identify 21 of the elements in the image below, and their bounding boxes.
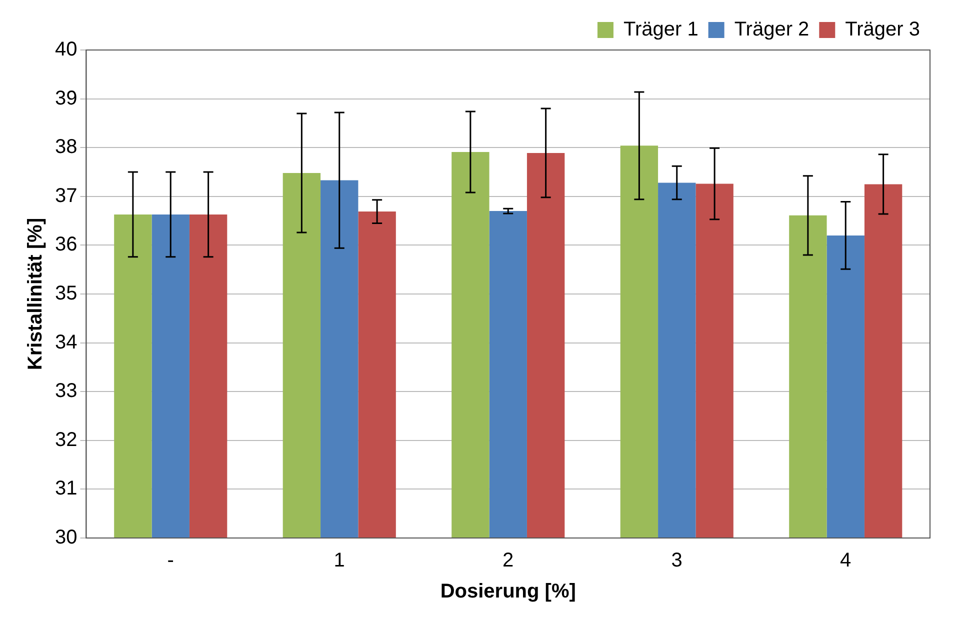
y-tick-label: 35 (54, 282, 78, 305)
x-axis-title: Dosierung [%] (440, 580, 576, 603)
y-tick-label: 32 (54, 428, 78, 451)
x-tick-label: 1 (334, 550, 345, 572)
legend-label: Träger 1 (623, 18, 698, 41)
x-tick-label: 4 (840, 550, 852, 572)
y-tick-label: 36 (54, 234, 78, 256)
x-tick-label: 2 (502, 550, 514, 572)
x-tick-label: 3 (671, 550, 682, 572)
y-tick-label: 38 (54, 136, 78, 158)
y-tick-label: 33 (54, 380, 78, 402)
legend-label: Träger 3 (845, 18, 920, 41)
legend-label: Träger 2 (734, 18, 810, 41)
y-tick-label: 30 (54, 526, 78, 549)
y-tick-label: 37 (54, 184, 78, 207)
y-tick-label: 40 (54, 38, 78, 61)
y-tick-label: 31 (54, 478, 78, 500)
y-tick-label: 39 (54, 87, 78, 110)
y-axis-title: Kristallinität [%] (24, 218, 47, 370)
y-tick-label: 34 (54, 331, 78, 354)
x-tick-label: - (167, 550, 174, 572)
